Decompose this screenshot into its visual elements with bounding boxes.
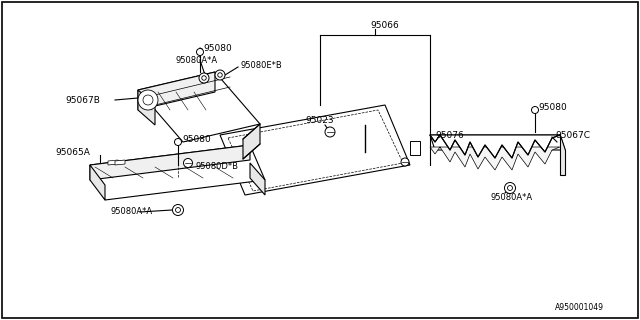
Circle shape [531, 107, 538, 114]
Text: 95080: 95080 [182, 134, 211, 143]
Polygon shape [90, 165, 105, 200]
Text: 95080A*A: 95080A*A [490, 194, 532, 203]
Polygon shape [243, 124, 260, 159]
Polygon shape [220, 105, 410, 195]
Text: 95080A*A: 95080A*A [175, 55, 217, 65]
Polygon shape [430, 135, 560, 158]
Text: 95076: 95076 [435, 131, 464, 140]
Circle shape [401, 158, 409, 166]
Circle shape [138, 90, 158, 110]
Text: 95080A*A: 95080A*A [110, 207, 152, 217]
Text: A950001049: A950001049 [555, 303, 604, 313]
Polygon shape [560, 135, 565, 175]
Circle shape [184, 158, 193, 167]
Polygon shape [250, 163, 265, 195]
Circle shape [175, 208, 180, 212]
Polygon shape [410, 141, 420, 155]
Circle shape [199, 73, 209, 83]
Polygon shape [90, 145, 265, 200]
Circle shape [143, 95, 153, 105]
Text: 95066: 95066 [370, 20, 399, 29]
Circle shape [196, 49, 204, 55]
Text: 95067B: 95067B [65, 95, 100, 105]
Polygon shape [138, 72, 215, 110]
Text: 95080D*B: 95080D*B [195, 162, 238, 171]
Polygon shape [138, 90, 155, 125]
Circle shape [175, 139, 182, 146]
Polygon shape [90, 145, 250, 180]
Circle shape [202, 76, 206, 80]
Circle shape [504, 182, 515, 194]
Circle shape [173, 204, 184, 215]
Text: 95080: 95080 [538, 102, 567, 111]
Polygon shape [115, 160, 125, 165]
Polygon shape [430, 135, 565, 150]
Circle shape [215, 70, 225, 80]
Circle shape [218, 73, 222, 77]
Polygon shape [138, 72, 260, 142]
Circle shape [508, 186, 513, 190]
Circle shape [325, 127, 335, 137]
Polygon shape [430, 147, 560, 170]
Text: 95080E*B: 95080E*B [240, 60, 282, 69]
Text: 95080: 95080 [203, 44, 232, 52]
Text: 95065A: 95065A [55, 148, 90, 156]
Polygon shape [108, 160, 118, 165]
Text: 95023: 95023 [305, 116, 333, 124]
Text: 95067C: 95067C [555, 131, 590, 140]
